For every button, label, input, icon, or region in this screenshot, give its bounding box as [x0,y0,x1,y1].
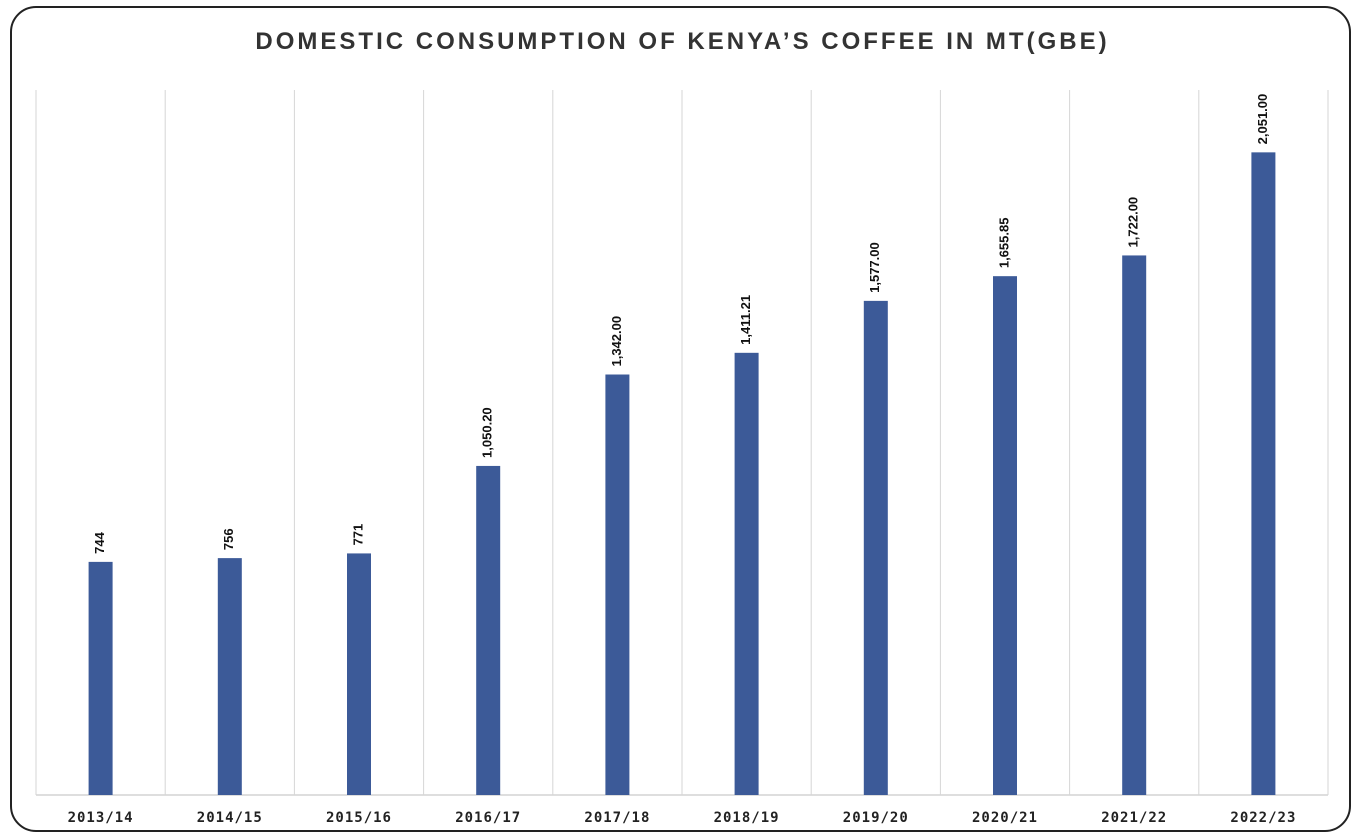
data-label: 1,722.00 [1126,197,1141,248]
data-label: 2,051.00 [1255,94,1270,145]
x-tick-label: 2021/22 [1101,810,1167,826]
bar-2020-21 [993,276,1017,795]
data-label: 1,655.85 [996,218,1011,269]
data-label: 1,411.21 [738,295,753,345]
x-tick-label: 2020/21 [972,810,1038,826]
x-tick-label: 2016/17 [455,810,521,826]
bar-2022-23 [1251,152,1276,795]
data-label: 1,577.00 [867,242,882,293]
x-tick-label: 2015/16 [326,810,392,826]
data-label: 756 [221,528,236,550]
x-tick-label: 2014/15 [197,810,263,826]
data-label: 744 [92,531,107,553]
bar-2013-14 [88,561,113,795]
chart-title: DOMESTIC CONSUMPTION OF KENYA’S COFFEE I… [255,28,1110,55]
bar-2019-20 [863,300,888,795]
bar-2016-17 [476,465,501,795]
data-label: 1,050.20 [480,407,495,458]
bar-2018-19 [734,352,759,795]
x-tick-label: 2013/14 [68,810,134,826]
x-tick-label: 2019/20 [843,810,909,826]
x-tick-label: 2017/18 [584,810,650,826]
bar-2017-18 [605,374,630,795]
bar-2021-22 [1122,255,1147,795]
bar-2015-16 [347,553,371,795]
data-label: 771 [350,524,365,546]
data-label: 1,342.00 [609,316,624,367]
x-tick-label: 2018/19 [714,810,780,826]
x-tick-label: 2022/23 [1230,810,1296,826]
bar-2014-15 [217,558,242,795]
